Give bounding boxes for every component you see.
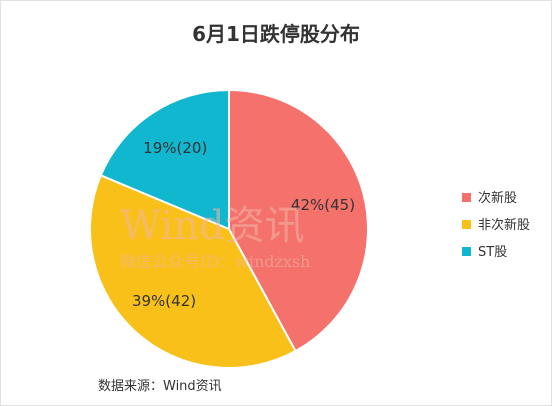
legend-label: 次新股 [478, 191, 518, 206]
legend-label: 非次新股 [478, 218, 531, 233]
pie-slice [89, 174, 297, 369]
legend-item: 次新股 [462, 190, 530, 217]
legend-swatch [462, 193, 471, 202]
data-source: 数据来源：Wind资讯 [98, 379, 222, 394]
legend-item: ST股 [462, 244, 530, 271]
slice-label: 42%(45) [291, 196, 355, 214]
slice-label: 19%(20) [143, 139, 207, 157]
chart-legend: 次新股非次新股 ST股 [462, 190, 530, 271]
pie-slice [228, 89, 369, 353]
legend-swatch [462, 220, 471, 229]
legend-label: ST股 [478, 245, 508, 260]
legend-item: 非次新股 [462, 217, 530, 244]
legend-swatch [462, 247, 471, 256]
chart-title: 6月1日跌停股分布 [192, 22, 360, 46]
pie-slice [99, 89, 230, 230]
slice-label: 39%(42) [132, 292, 196, 310]
